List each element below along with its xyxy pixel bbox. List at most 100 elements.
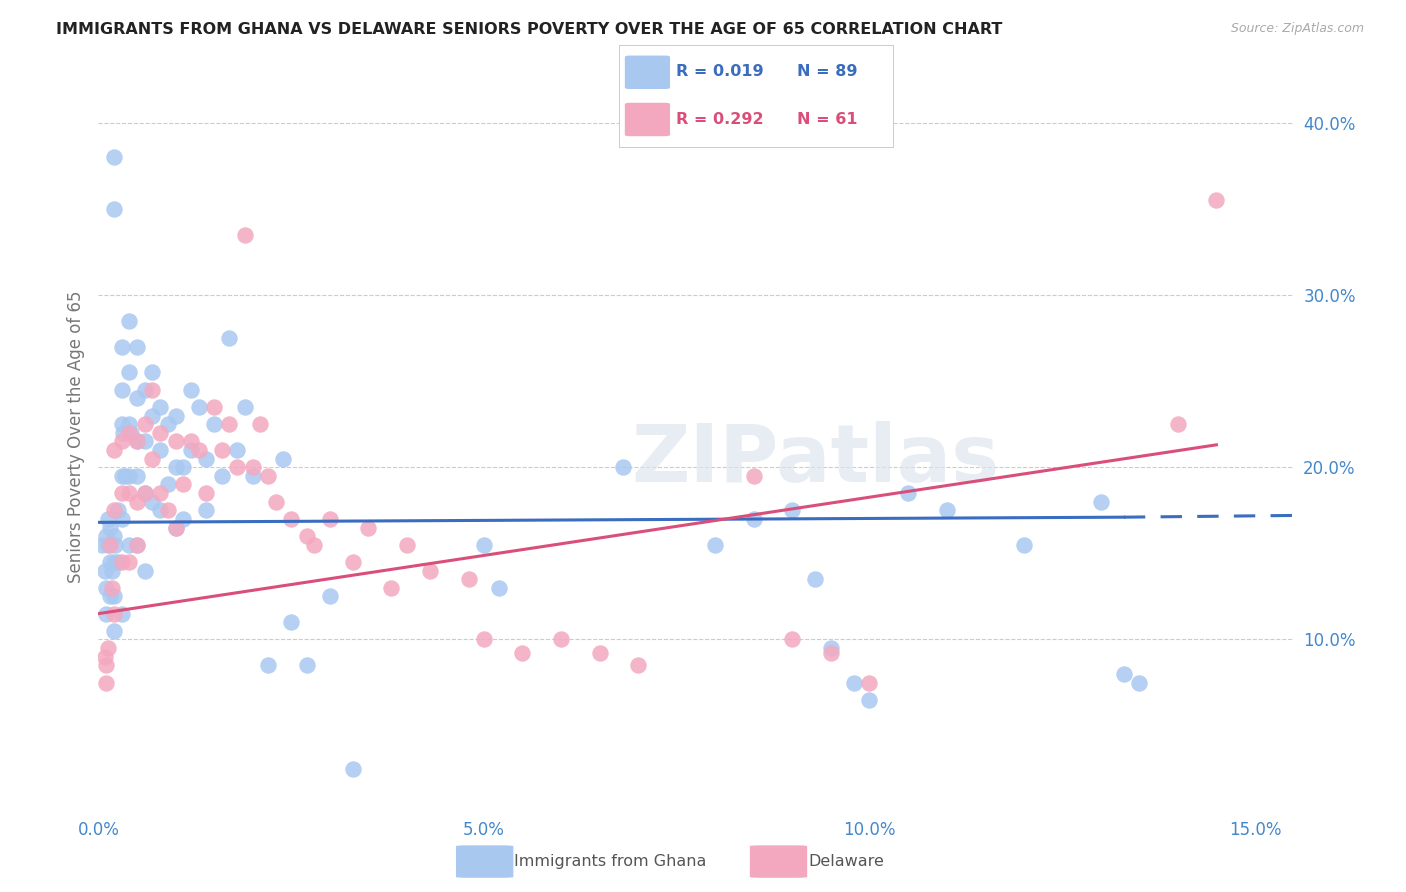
Point — [110, 417, 132, 432]
Point — [104, 538, 127, 552]
Point — [858, 692, 880, 706]
Point — [1205, 193, 1227, 207]
Point — [141, 409, 163, 423]
Point — [273, 451, 295, 466]
Point — [304, 538, 326, 552]
Point — [118, 486, 141, 500]
Point — [419, 564, 441, 578]
Point — [211, 442, 233, 457]
Point — [180, 383, 202, 397]
Text: R = 0.019: R = 0.019 — [676, 64, 763, 79]
Y-axis label: Seniors Poverty Over the Age of 65: Seniors Poverty Over the Age of 65 — [66, 291, 84, 583]
Point — [97, 512, 120, 526]
Point — [134, 383, 156, 397]
Point — [704, 538, 727, 552]
Point — [134, 564, 156, 578]
Point — [134, 417, 156, 432]
Text: Immigrants from Ghana: Immigrants from Ghana — [515, 854, 706, 869]
Point — [742, 468, 765, 483]
Point — [858, 675, 880, 690]
Point — [125, 434, 148, 449]
Point — [457, 572, 479, 586]
Point — [125, 468, 148, 483]
Point — [112, 425, 135, 440]
Point — [118, 555, 141, 569]
Point — [107, 503, 129, 517]
Point — [125, 494, 148, 508]
Point — [103, 503, 125, 517]
Point — [1167, 417, 1189, 432]
Point — [165, 460, 187, 475]
Point — [103, 202, 125, 216]
Point — [257, 468, 280, 483]
Point — [233, 227, 256, 242]
Point — [110, 512, 132, 526]
Text: Source: ZipAtlas.com: Source: ZipAtlas.com — [1230, 22, 1364, 36]
Point — [202, 417, 225, 432]
Point — [226, 442, 249, 457]
Point — [342, 762, 364, 776]
Point — [149, 442, 172, 457]
Point — [110, 383, 132, 397]
Text: IMMIGRANTS FROM GHANA VS DELAWARE SENIORS POVERTY OVER THE AGE OF 65 CORRELATION: IMMIGRANTS FROM GHANA VS DELAWARE SENIOR… — [56, 22, 1002, 37]
Point — [120, 425, 142, 440]
Text: R = 0.292: R = 0.292 — [676, 112, 763, 128]
FancyBboxPatch shape — [624, 55, 671, 90]
FancyBboxPatch shape — [624, 102, 671, 137]
Point — [202, 400, 225, 414]
Point — [295, 529, 318, 543]
Point — [180, 442, 202, 457]
Point — [187, 400, 209, 414]
Point — [149, 400, 172, 414]
Point — [165, 520, 187, 534]
Point — [357, 520, 380, 534]
Point — [103, 150, 125, 164]
Point — [141, 494, 163, 508]
Point — [195, 486, 218, 500]
Point — [107, 555, 129, 569]
Point — [742, 512, 765, 526]
Point — [118, 538, 141, 552]
FancyBboxPatch shape — [749, 845, 808, 879]
Point — [249, 417, 271, 432]
Point — [118, 468, 141, 483]
Point — [103, 607, 125, 621]
Point — [842, 675, 865, 690]
Point — [1128, 675, 1150, 690]
Point — [472, 632, 495, 647]
Point — [125, 392, 148, 406]
Text: N = 89: N = 89 — [797, 64, 858, 79]
Point — [94, 607, 117, 621]
Point — [91, 538, 114, 552]
Point — [187, 442, 209, 457]
FancyBboxPatch shape — [456, 845, 515, 879]
Point — [134, 486, 156, 500]
Point — [195, 503, 218, 517]
Point — [125, 434, 148, 449]
Point — [172, 477, 194, 491]
Point — [156, 503, 179, 517]
Point — [550, 632, 572, 647]
Point — [114, 468, 136, 483]
Point — [98, 520, 121, 534]
Point — [94, 658, 117, 673]
Point — [295, 658, 318, 673]
Point — [211, 468, 233, 483]
Point — [93, 649, 115, 664]
Point — [149, 486, 172, 500]
Point — [97, 641, 120, 656]
Point — [97, 538, 120, 552]
Point — [118, 417, 141, 432]
Point — [257, 658, 280, 673]
Point — [103, 442, 125, 457]
Point — [134, 486, 156, 500]
Point — [820, 646, 842, 660]
Point — [134, 434, 156, 449]
Point — [149, 503, 172, 517]
Point — [612, 460, 634, 475]
Point — [103, 624, 125, 638]
Point — [165, 409, 187, 423]
Point — [264, 494, 287, 508]
Point — [110, 434, 132, 449]
Point — [125, 538, 148, 552]
